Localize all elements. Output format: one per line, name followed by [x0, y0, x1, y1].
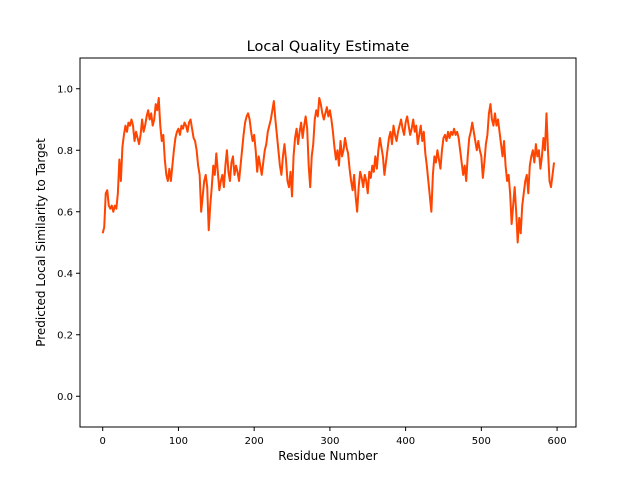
series-line [101, 96, 556, 244]
x-tick-label: 400 [396, 436, 415, 447]
x-tick-label: 200 [245, 436, 264, 447]
y-axis-ticks: 0.0 0.2 0.4 0.6 0.8 1.0 [57, 84, 80, 403]
x-tick-label: 300 [320, 436, 339, 447]
x-axis-ticks: 0 100 200 300 400 500 600 [100, 427, 567, 447]
y-tick-label: 1.0 [57, 84, 73, 95]
x-tick-label: 500 [472, 436, 491, 447]
y-tick-label: 0.8 [57, 146, 73, 157]
x-tick-label: 0 [100, 436, 106, 447]
y-axis-label: Predicted Local Similarity to Target [34, 138, 48, 347]
series-layer [101, 96, 556, 244]
x-tick-label: 100 [169, 436, 188, 447]
y-tick-label: 0.6 [57, 207, 73, 218]
y-tick-label: 0.4 [57, 269, 73, 280]
chart-title: Local Quality Estimate [247, 39, 410, 55]
x-tick-label: 600 [548, 436, 567, 447]
y-tick-label: 0.2 [57, 330, 73, 341]
x-axis-label: Residue Number [278, 449, 377, 463]
y-tick-label: 0.0 [57, 392, 73, 403]
